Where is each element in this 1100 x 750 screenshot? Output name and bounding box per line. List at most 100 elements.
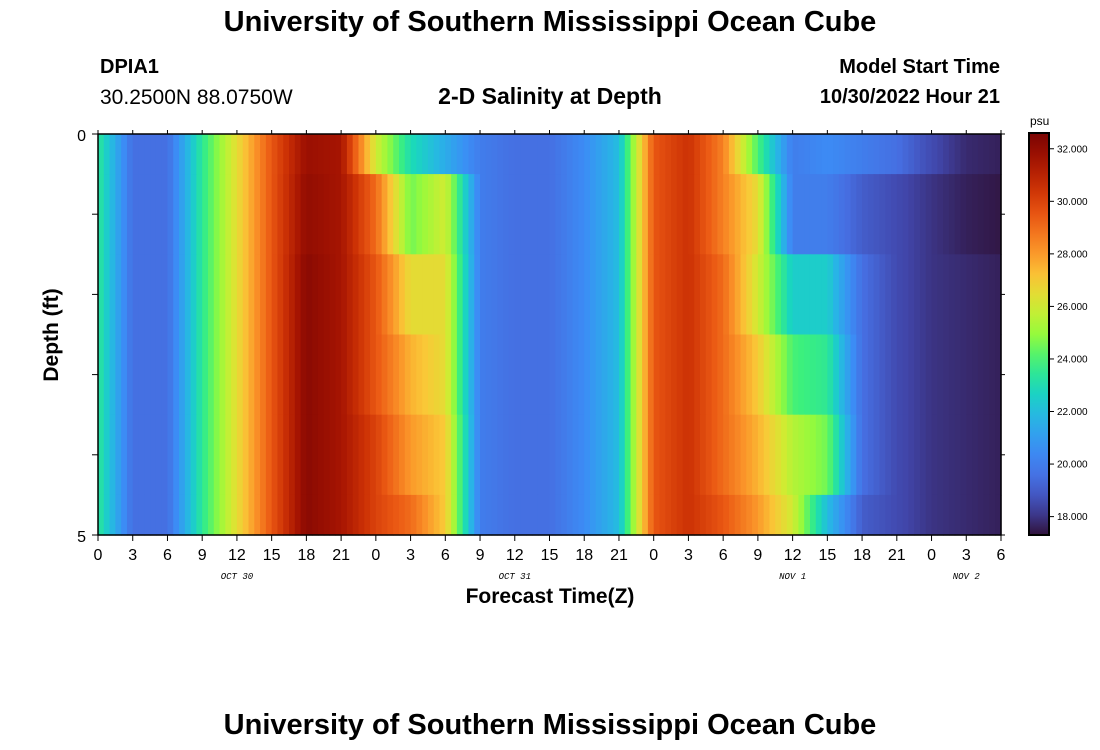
heatmap-cell — [867, 494, 875, 536]
heatmap-cell — [682, 494, 690, 536]
heatmap-cell — [815, 174, 823, 255]
heatmap-cell — [410, 414, 417, 496]
heatmap-cell — [891, 174, 898, 255]
heatmap-cell — [908, 134, 915, 175]
heatmap-cell — [485, 334, 493, 416]
heatmap-cell — [173, 494, 180, 536]
heatmap-cell — [781, 494, 788, 536]
heatmap-cell — [375, 134, 383, 175]
heatmap-cell — [676, 134, 684, 175]
heatmap-cell — [190, 134, 198, 175]
heatmap-cell — [393, 334, 400, 416]
heatmap-cell — [989, 414, 996, 496]
heatmap-cell — [277, 134, 284, 175]
heatmap-cell — [827, 334, 834, 416]
heatmap-cell — [711, 174, 718, 255]
x-tick-label: 15 — [541, 547, 559, 564]
heatmap-cell — [995, 254, 1002, 336]
heatmap-cell — [497, 134, 504, 175]
heatmap-cell — [231, 254, 238, 336]
heatmap-cell — [578, 254, 585, 336]
heatmap-cell — [769, 334, 776, 416]
heatmap-cell — [995, 414, 1002, 496]
heatmap-cell — [873, 254, 881, 336]
heatmap-cell — [526, 134, 533, 175]
heatmap-cell — [341, 494, 348, 536]
heatmap-cell — [856, 174, 863, 255]
model-start-value: 10/30/2022 Hour 21 — [819, 86, 1000, 108]
heatmap-cell — [590, 494, 597, 536]
heatmap-cell — [271, 494, 279, 536]
heatmap-cell — [960, 174, 967, 255]
heatmap-cell — [977, 334, 985, 416]
heatmap-cell — [595, 414, 603, 496]
heatmap-cell — [757, 494, 765, 536]
heatmap-cell — [977, 254, 985, 336]
heatmap-cell — [115, 414, 122, 496]
heatmap-cell — [943, 254, 950, 336]
heatmap-cell — [537, 414, 545, 496]
heatmap-cell — [497, 494, 504, 536]
heatmap-cell — [381, 494, 389, 536]
heatmap-cell — [607, 414, 614, 496]
heatmap-cell — [601, 494, 608, 536]
heatmap-cell — [393, 494, 400, 536]
heatmap-cell — [919, 254, 927, 336]
heatmap-cell — [341, 414, 348, 496]
heatmap-cell — [300, 414, 307, 496]
x-tick-label: 6 — [719, 547, 728, 564]
heatmap-cell — [422, 254, 429, 336]
x-tick-label: 18 — [575, 547, 593, 564]
heatmap-cell — [989, 334, 996, 416]
heatmap-cell — [827, 174, 834, 255]
heatmap-cell — [416, 414, 423, 496]
heatmap-cell — [300, 134, 307, 175]
heatmap-cell — [578, 174, 585, 255]
heatmap-cell — [474, 174, 481, 255]
heatmap-cell — [537, 174, 545, 255]
heatmap-cell — [578, 334, 585, 416]
heatmap-cell — [775, 334, 782, 416]
heatmap-cell — [879, 134, 886, 175]
day-label: NOV 2 — [953, 572, 981, 582]
heatmap-cell — [167, 254, 174, 336]
heatmap-cell — [572, 494, 580, 536]
heatmap-cell — [752, 334, 759, 416]
heatmap-cell — [508, 334, 516, 416]
heatmap-cell — [364, 134, 371, 175]
heatmap-cell — [775, 494, 782, 536]
heatmap-cell — [838, 494, 846, 536]
heatmap-cell — [150, 414, 157, 496]
heatmap-cell — [989, 254, 996, 336]
heatmap-cell — [891, 334, 898, 416]
heatmap-cell — [694, 174, 701, 255]
heatmap-cell — [451, 414, 458, 496]
heatmap-cell — [948, 174, 956, 255]
heatmap-cell — [914, 334, 921, 416]
heatmap-cell — [329, 254, 336, 336]
heatmap-cell — [792, 254, 800, 336]
heatmap-cell — [688, 414, 695, 496]
colorbar-tick-label: 32.000 — [1057, 144, 1088, 155]
heatmap-cell — [109, 134, 116, 175]
heatmap-cell — [954, 494, 962, 536]
heatmap-cell — [312, 414, 319, 496]
heatmap-cell — [908, 494, 915, 536]
heatmap-cell — [688, 174, 695, 255]
heatmap-cell — [590, 334, 597, 416]
heatmap-cell — [682, 134, 690, 175]
heatmap-cell — [572, 174, 580, 255]
heatmap-cell — [416, 494, 423, 536]
heatmap-cell — [364, 494, 371, 536]
heatmap-cell — [184, 494, 192, 536]
heatmap-cell — [925, 134, 933, 175]
heatmap-cell — [653, 334, 661, 416]
heatmap-cell — [433, 414, 441, 496]
heatmap-cell — [584, 134, 591, 175]
heatmap-cell — [161, 134, 169, 175]
x-tick-label: 15 — [818, 547, 836, 564]
heatmap-cell — [537, 254, 545, 336]
heatmap-cell — [688, 134, 695, 175]
heatmap-cell — [647, 134, 655, 175]
heatmap-cell — [202, 254, 209, 336]
